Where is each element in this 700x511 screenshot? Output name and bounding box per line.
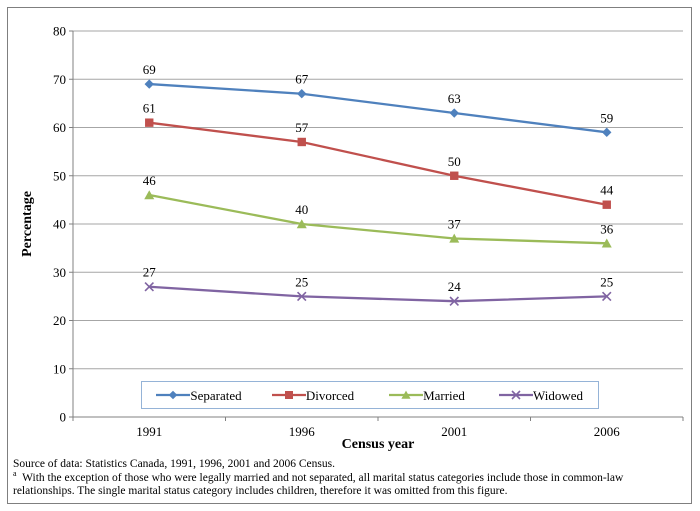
legend-marker-shape bbox=[169, 390, 178, 400]
legend-marker-shape bbox=[284, 391, 293, 399]
legend-marker-shape bbox=[401, 390, 411, 399]
legend-marker-diamond-icon bbox=[156, 390, 191, 400]
marker-widowed-1991 bbox=[144, 281, 155, 292]
legend-marker-x-icon bbox=[498, 390, 533, 400]
y-tick-label: 50 bbox=[53, 168, 66, 183]
data-label: 25 bbox=[295, 274, 308, 289]
marker-separated-1996 bbox=[297, 89, 307, 99]
data-label: 37 bbox=[448, 216, 462, 231]
data-label: 36 bbox=[600, 221, 614, 236]
data-label: 24 bbox=[448, 279, 462, 294]
marker-divorced-1996 bbox=[297, 137, 306, 147]
x-tick-label: 2006 bbox=[594, 424, 621, 439]
data-label: 25 bbox=[600, 274, 613, 289]
footnote-note: a With the exception of those who were l… bbox=[13, 468, 687, 499]
data-label: 50 bbox=[448, 154, 461, 169]
footnote-source: Source of data: Statistics Canada, 1991,… bbox=[13, 458, 335, 470]
marker-divorced-2001 bbox=[450, 171, 459, 180]
marker-divorced-1991 bbox=[145, 118, 154, 127]
x-tick-label: 2001 bbox=[441, 424, 467, 439]
legend-label: Separated bbox=[190, 387, 242, 403]
marker-separated-1991 bbox=[144, 79, 154, 89]
legend-marker-shape bbox=[511, 390, 521, 400]
y-tick-label: 10 bbox=[53, 361, 66, 376]
figure-frame bbox=[7, 7, 692, 504]
y-tick-label: 60 bbox=[53, 120, 66, 135]
marker-married-2001 bbox=[449, 233, 460, 243]
legend-item-widowed: Widowed bbox=[484, 389, 598, 402]
y-tick-label: 70 bbox=[53, 72, 66, 87]
x-tick-label: 1991 bbox=[136, 424, 162, 439]
data-label: 40 bbox=[295, 202, 308, 217]
marker-separated-2001 bbox=[449, 108, 459, 118]
data-label: 27 bbox=[143, 265, 157, 280]
series-line-widowed bbox=[148, 285, 608, 303]
legend-label: Divorced bbox=[305, 387, 355, 403]
legend-label: Married bbox=[423, 387, 465, 403]
marker-married-1996 bbox=[296, 219, 307, 229]
data-label: 63 bbox=[448, 91, 461, 106]
data-label: 69 bbox=[143, 62, 156, 77]
x-tick-label: 1996 bbox=[289, 424, 316, 439]
series-line-separated bbox=[148, 82, 608, 134]
y-axis-title: Percentage bbox=[20, 191, 35, 257]
legend-label: Widowed bbox=[532, 387, 584, 403]
data-label: 57 bbox=[295, 120, 309, 135]
y-tick-label: 0 bbox=[60, 410, 67, 425]
marker-widowed-2006 bbox=[601, 291, 612, 302]
y-tick-label: 80 bbox=[53, 24, 66, 39]
series-line-married bbox=[148, 193, 608, 245]
marker-widowed-2001 bbox=[449, 296, 460, 306]
y-tick-label: 30 bbox=[53, 265, 66, 280]
data-label: 44 bbox=[600, 183, 614, 198]
marker-widowed-1996 bbox=[296, 291, 307, 302]
series-line-divorced bbox=[148, 121, 608, 206]
legend-item-married: Married bbox=[370, 389, 484, 402]
data-label: 61 bbox=[143, 101, 156, 116]
y-tick-label: 40 bbox=[53, 217, 66, 232]
marker-divorced-2006 bbox=[602, 200, 611, 209]
marker-married-2006 bbox=[601, 238, 612, 248]
legend-marker-square-icon bbox=[271, 391, 306, 399]
footnotes: Source of data: Statistics Canada, 1991,… bbox=[13, 458, 687, 499]
footnote-note-text: With the exception of those who were leg… bbox=[13, 471, 624, 498]
y-tick-label: 20 bbox=[53, 313, 66, 328]
legend-item-separated: Separated bbox=[142, 389, 256, 402]
marker-separated-2006 bbox=[602, 127, 612, 138]
data-label: 46 bbox=[143, 173, 157, 188]
x-axis-title: Census year bbox=[341, 437, 415, 452]
legend-marker-triangle-icon bbox=[389, 390, 424, 399]
marker-married-1991 bbox=[144, 190, 155, 200]
data-label: 67 bbox=[295, 72, 309, 87]
legend-item-divorced: Divorced bbox=[256, 389, 370, 402]
footnote-marker: a bbox=[13, 468, 17, 478]
data-label: 59 bbox=[600, 110, 613, 125]
legend: Separated Divorced Married Widowed bbox=[141, 381, 599, 409]
